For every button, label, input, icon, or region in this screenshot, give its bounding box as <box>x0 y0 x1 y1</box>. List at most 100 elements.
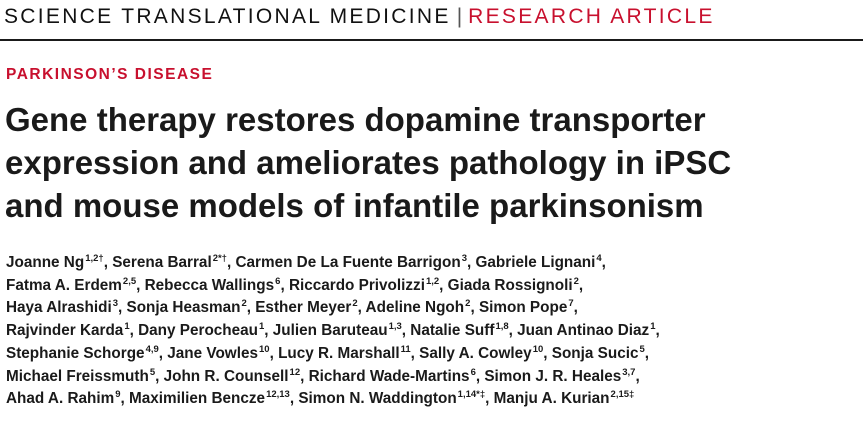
author-separator: , <box>470 299 475 317</box>
author-name: Stephanie Schorge <box>6 344 145 362</box>
author-affiliation: 7 <box>568 298 574 310</box>
article-title: Gene therapy restores dopamine transport… <box>5 98 860 227</box>
title-line: and mouse models of infantile parkinsoni… <box>5 187 704 224</box>
author-name: Richard Wade-Martins <box>308 367 470 385</box>
author-separator: , <box>269 344 274 362</box>
author-affiliation: 1,2 <box>425 275 440 287</box>
author-name: Riccardo Privolizzi <box>288 276 425 294</box>
author-name: Fatma A. Erdem <box>6 276 122 294</box>
author: Stephanie Schorge4,9, <box>6 345 163 362</box>
author: Juan Antinao Diaz1, <box>517 322 660 339</box>
author-name: Adeline Ngoh <box>365 299 465 317</box>
author-name: Rajvinder Karda <box>6 322 124 340</box>
journal-name: SCIENCE TRANSLATIONAL MEDICINE <box>4 5 451 28</box>
author-separator: , <box>467 254 472 271</box>
author-separator: , <box>508 322 513 340</box>
author: Carmen De La Fuente Barrigon3, <box>235 254 471 271</box>
author-name: Julien Baruteau <box>272 322 388 340</box>
author: Sonja Heasman2, <box>127 299 251 316</box>
author-name: Esther Meyer <box>255 299 352 317</box>
author-line: Haya Alrashidi3, Sonja Heasman2, Esther … <box>6 297 861 320</box>
author: Ahad A. Rahim9, <box>6 390 125 407</box>
author-name: Ahad A. Rahim <box>6 390 115 408</box>
author-affiliation: 1 <box>124 321 130 333</box>
author-separator: , <box>644 344 650 362</box>
author-affiliation: 10 <box>258 343 270 355</box>
author-affiliation: 2,15‡ <box>610 389 635 401</box>
author-name: Lucy R. Marshall <box>278 344 400 362</box>
author-separator: , <box>280 276 285 294</box>
author-separator: , <box>155 367 160 385</box>
author: Natalie Suff1,8, <box>410 322 513 339</box>
author-affiliation: 1,3 <box>388 321 402 333</box>
author-separator: , <box>129 322 134 340</box>
title-line: Gene therapy restores dopamine transport… <box>5 101 706 138</box>
author-name: Giada Rossignoli <box>447 276 573 294</box>
subject-category: PARKINSON’S DISEASE <box>6 66 214 83</box>
author-separator: , <box>410 344 415 362</box>
author-separator: , <box>578 276 584 294</box>
author: Sally A. Cowley10, <box>419 345 547 362</box>
author: Julien Baruteau1,3, <box>273 322 406 339</box>
author: Rajvinder Karda1, <box>6 322 134 339</box>
author-separator: , <box>264 322 269 340</box>
author-separator: , <box>475 367 481 385</box>
author-affiliation: 1 <box>259 321 265 333</box>
header-separator: | <box>456 5 463 28</box>
journal-header: SCIENCE TRANSLATIONAL MEDICINE | RESEARCH … <box>4 3 859 39</box>
author: Manju A. Kurian2,15‡ <box>494 390 635 407</box>
author-name: Simon N. Waddington <box>298 390 457 408</box>
author-affiliation: 2 <box>573 275 579 287</box>
author-name: Manju A. Kurian <box>493 390 610 408</box>
author-name: Michael Freissmuth <box>6 367 149 385</box>
author-affiliation: 2,5 <box>122 275 137 287</box>
author-affiliation: 2 <box>352 298 358 310</box>
author-affiliation: 11 <box>400 343 411 355</box>
author: Joanne Ng1,2†, <box>6 254 108 271</box>
author: Sonja Sucic5, <box>552 345 649 362</box>
author: Adeline Ngoh2, <box>366 299 475 316</box>
author-line: Joanne Ng1,2†, Serena Barral2*†, Carmen … <box>6 252 861 275</box>
author-affiliation: 4,9 <box>145 343 159 355</box>
author-name: Maximilien Bencze <box>129 390 266 408</box>
author-line: Michael Freissmuth5, John R. Counsell12,… <box>6 366 861 389</box>
author-separator: , <box>485 390 490 408</box>
author-separator: , <box>300 367 305 385</box>
author-name: Juan Antinao Diaz <box>517 322 650 340</box>
author: Riccardo Privolizzi1,2, <box>288 275 444 294</box>
author-line: Fatma A. Erdem2,5, Rebecca Wallings6, Ri… <box>6 275 861 298</box>
author-separator: , <box>158 344 164 362</box>
author-affiliation: 1,14*‡ <box>457 389 486 401</box>
author-separator: , <box>226 254 232 271</box>
author-affiliation: 1,2† <box>85 253 104 264</box>
author: Michael Freissmuth5, <box>6 366 160 385</box>
author-name: Simon Pope <box>478 299 568 317</box>
author-affiliation: 3,7 <box>622 366 636 378</box>
author: Lucy R. Marshall11, <box>278 345 415 362</box>
author-separator: , <box>118 299 123 317</box>
author: Richard Wade-Martins6, <box>308 367 481 385</box>
author-separator: , <box>439 276 444 294</box>
author-affiliation: 3 <box>461 253 468 264</box>
author-separator: , <box>543 344 548 362</box>
author-name: Sally A. Cowley <box>419 344 532 362</box>
author-name: Simon J. R. Heales <box>484 367 622 385</box>
author: Simon Pope7, <box>479 299 578 316</box>
author-separator: , <box>289 390 295 408</box>
author: Haya Alrashidi3, <box>6 299 122 316</box>
article-type: RESEARCH ARTICLE <box>468 5 715 28</box>
author-name: Serena Barral <box>112 254 212 271</box>
author-line: Rajvinder Karda1, Dany Perocheau1, Julie… <box>6 320 861 343</box>
author-affiliation: 5 <box>149 366 156 378</box>
author-affiliation: 6 <box>275 275 281 287</box>
author-affiliation: 10 <box>532 343 544 355</box>
author-list: Joanne Ng1,2†, Serena Barral2*†, Carmen … <box>6 252 861 411</box>
author-line: Stephanie Schorge4,9, Jane Vowles10, Luc… <box>6 343 861 366</box>
author-separator: , <box>573 299 578 317</box>
author: Dany Perocheau1, <box>138 322 268 339</box>
author-affiliation: 3 <box>112 298 119 310</box>
author-affiliation: 1 <box>650 321 656 333</box>
author-affiliation: 2*† <box>212 253 227 264</box>
author-affiliation: 1,8 <box>495 321 509 333</box>
author-affiliation: 2 <box>465 298 471 310</box>
